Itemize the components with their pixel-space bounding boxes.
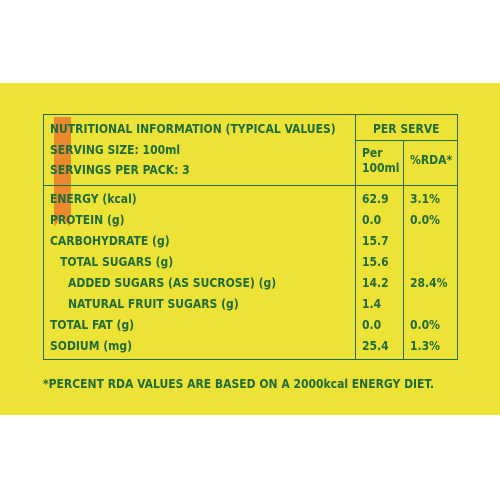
rda-header: %RDA* [410,153,453,167]
divider-header [355,140,458,141]
orange-ribbon-tip [54,217,70,227]
per-serve-header: PER SERVE [373,122,440,136]
nutrient-value: 14.2 [362,276,389,290]
nutrient-value: 0.0 [362,318,382,332]
nutrient-name: PROTEIN (g) [50,213,125,227]
nutrient-rda: 0.0% [410,213,440,227]
nutrient-name: SODIUM (mg) [50,339,133,353]
nutrient-rda: 3.1% [410,192,440,206]
nutrient-value: 1.4 [362,297,382,311]
divider-body [43,185,458,186]
nutrient-name: TOTAL FAT (g) [50,318,135,332]
orange-ribbon [54,117,71,217]
nutrient-rda: 0.0% [410,318,440,332]
nutrient-name: ADDED SUGARS (AS SUCROSE) (g) [68,276,277,290]
nutrient-name: ENERGY (kcal) [50,192,137,206]
servings-per-pack: SERVINGS PER PACK: 3 [50,163,190,177]
table-title: NUTRITIONAL INFORMATION (TYPICAL VALUES) [50,122,336,136]
nutrient-value: 15.7 [362,234,389,248]
rda-footnote: *PERCENT RDA VALUES ARE BASED ON A 2000k… [43,377,435,391]
serving-size: SERVING SIZE: 100ml [50,143,181,157]
nutrient-name: NATURAL FRUIT SUGARS (g) [68,297,239,311]
nutrition-table [43,114,458,360]
divider-per-serve [355,114,356,360]
nutrient-name: CARBOHYDRATE (g) [50,234,170,248]
nutrient-rda: 28.4% [410,276,448,290]
nutrient-value: 15.6 [362,255,389,269]
per-label: Per [362,146,383,160]
nutrient-value: 25.4 [362,339,389,353]
nutrient-rda: 1.3% [410,339,440,353]
nutrient-name: TOTAL SUGARS (g) [60,255,174,269]
nutrient-value: 0.0 [362,213,382,227]
divider-rda [403,140,404,360]
per-100ml-label: 100ml [362,161,400,175]
nutrient-value: 62.9 [362,192,389,206]
